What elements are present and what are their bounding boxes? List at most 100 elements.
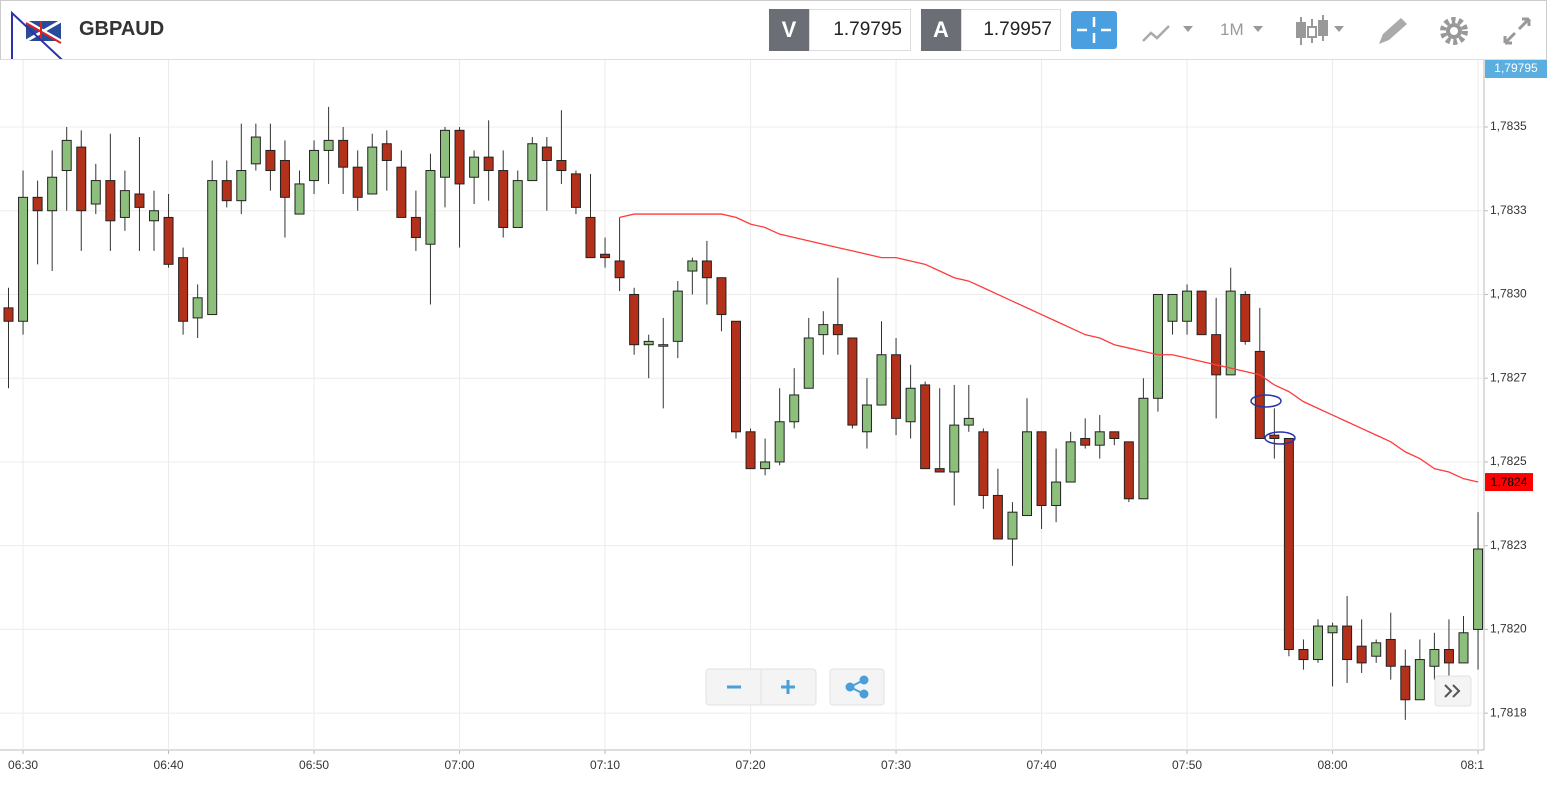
draw-icon[interactable] [1379, 18, 1407, 44]
candle-body [1225, 290, 1236, 376]
candle-body [701, 260, 712, 279]
candle-body [279, 159, 290, 198]
candle-body [440, 129, 450, 178]
toolbar: GBPAUD V 1.79795 A 1.79957 1M [0, 0, 1547, 60]
candle-body [61, 139, 72, 172]
ask-price[interactable]: 1.79957 [961, 9, 1061, 51]
candle-body [1313, 625, 1323, 661]
scroll-end-button[interactable] [1434, 675, 1472, 707]
candle-body [1414, 659, 1425, 701]
candle-body [1269, 434, 1280, 439]
fullscreen-icon[interactable] [1503, 17, 1531, 45]
x-tick-label: 07:40 [1027, 758, 1057, 772]
candle-body [18, 196, 29, 322]
x-tick-label: 07:30 [881, 758, 911, 772]
annotation-ellipse [1250, 394, 1282, 408]
candle-body [934, 468, 945, 473]
chevrons [1444, 684, 1461, 698]
candle-body [1138, 397, 1149, 500]
candle-body [774, 421, 785, 463]
candle-body [250, 136, 261, 165]
candle-body [338, 139, 349, 168]
candle-body [454, 129, 465, 185]
settings-icon[interactable] [1440, 17, 1468, 45]
candle-body [1182, 290, 1193, 322]
candle-body [978, 431, 989, 496]
crosshair-button[interactable] [1071, 11, 1117, 49]
plot-area [0, 59, 1484, 750]
ask-label: A [921, 9, 961, 51]
candle-body [483, 156, 494, 172]
candle-body [920, 384, 931, 470]
candle-body [847, 337, 858, 426]
share-icon [845, 675, 869, 699]
candle-body [410, 216, 421, 239]
candle-body [1109, 431, 1120, 439]
x-tick-label: 07:10 [590, 758, 620, 772]
x-tick-label: 08:1 [1461, 758, 1485, 772]
candle-body [265, 149, 276, 172]
candle-body [425, 170, 436, 245]
candle-body [192, 297, 203, 319]
candle-body [1400, 665, 1411, 701]
ma-price-label: 1,7824 [1491, 475, 1528, 489]
candle-body [570, 173, 581, 208]
flag-cross [25, 19, 62, 43]
candle-body [1240, 293, 1251, 342]
candle-body [1196, 290, 1207, 336]
share-button[interactable] [829, 668, 885, 706]
candle-body [1123, 441, 1134, 500]
timeframe[interactable]: 1M [1220, 20, 1244, 39]
candle-body [556, 159, 567, 172]
candle-body [949, 424, 960, 473]
candle-body [47, 176, 58, 212]
x-tick-label: 08:00 [1318, 758, 1348, 772]
candle-body [1094, 431, 1105, 446]
moving-average-line [619, 213, 1479, 483]
ma-price-tag [1485, 473, 1533, 492]
toolbar-icons [11, 10, 1531, 59]
candle-body [760, 461, 771, 470]
y-tick-label: 1,7820 [1490, 622, 1527, 636]
chart-type-icon[interactable] [1142, 25, 1170, 42]
candle-body [207, 180, 218, 316]
candle-body [236, 170, 247, 202]
candle-body [672, 290, 683, 342]
candle-body [541, 146, 552, 161]
zoom-in[interactable] [781, 680, 795, 694]
y-tick-label: 1,7835 [1490, 119, 1527, 133]
candle-body [3, 307, 14, 322]
candle-body [687, 260, 698, 272]
candle-body [367, 146, 378, 195]
candle-body [90, 180, 101, 205]
bid-price[interactable]: 1.79795 [809, 9, 911, 51]
candle-body [818, 324, 829, 336]
candle-body [1036, 431, 1047, 506]
flag-stripes [25, 21, 62, 44]
candle-body [512, 180, 523, 228]
candle-body [1051, 481, 1062, 506]
candle-body [381, 143, 392, 161]
candle-body [469, 156, 480, 178]
dropdown [1334, 26, 1344, 32]
dropdown [1183, 26, 1193, 32]
price-tag-label: 1,79795 [1494, 61, 1538, 75]
candle-body [32, 196, 43, 212]
candle-body [629, 293, 640, 346]
candle-body [76, 146, 87, 212]
candle-body [1342, 625, 1353, 661]
y-tick-label: 1,7818 [1490, 705, 1527, 719]
candle-icon[interactable] [1296, 15, 1328, 45]
candle-body [992, 494, 1003, 540]
candle-body [309, 149, 320, 182]
candle-body [745, 431, 756, 470]
candle-body [1298, 649, 1309, 661]
x-tick-label: 06:50 [299, 758, 329, 772]
candle-body [149, 210, 159, 222]
x-tick-label: 07:20 [736, 758, 766, 772]
x-tick-label: 06:40 [154, 758, 184, 772]
candle-body [731, 320, 741, 433]
candle-body [1429, 649, 1440, 667]
